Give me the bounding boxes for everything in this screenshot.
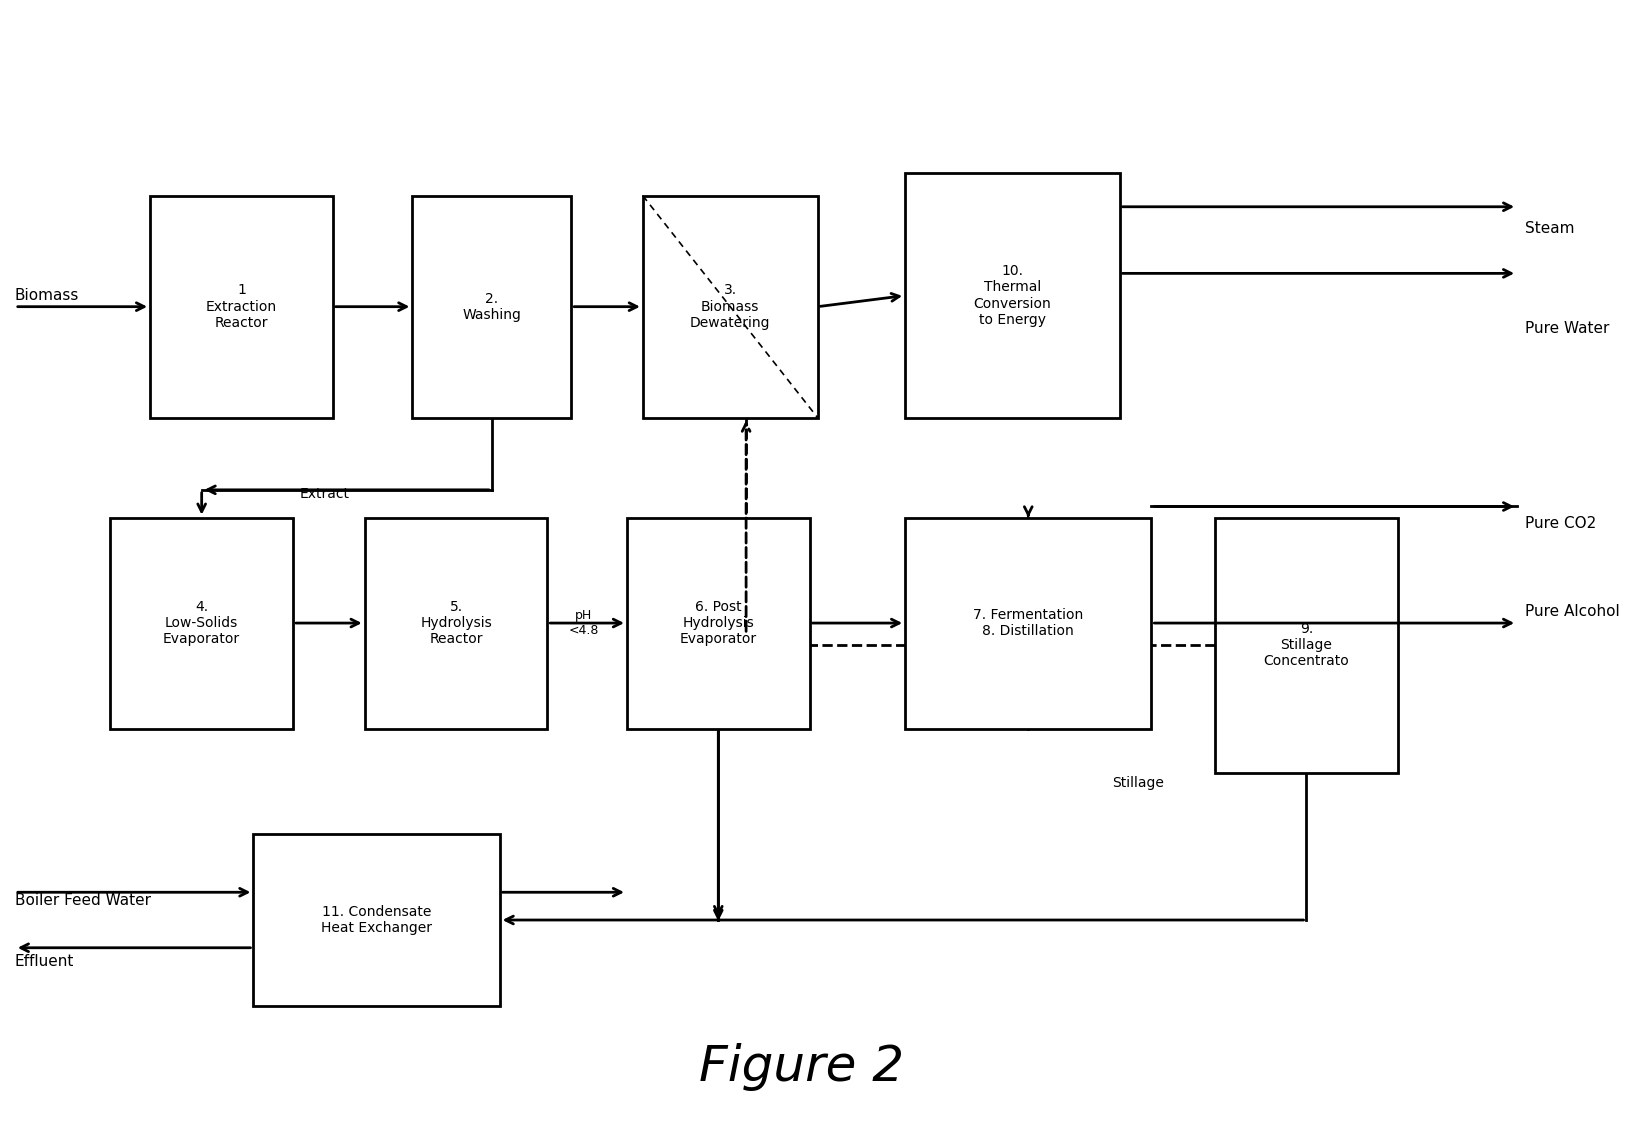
Text: Stillage: Stillage xyxy=(1111,776,1163,789)
Bar xyxy=(627,517,809,728)
Text: 9.
Stillage
Concentrato: 9. Stillage Concentrato xyxy=(1264,622,1349,669)
Text: Effluent: Effluent xyxy=(15,954,74,969)
Text: Pure CO2: Pure CO2 xyxy=(1524,516,1597,531)
Text: Boiler Feed Water: Boiler Feed Water xyxy=(15,894,151,908)
Bar xyxy=(149,196,333,418)
Text: 4.
Low-Solids
Evaporator: 4. Low-Solids Evaporator xyxy=(162,600,240,646)
Bar xyxy=(253,834,501,1006)
Bar xyxy=(364,517,548,728)
Text: Steam: Steam xyxy=(1524,221,1574,236)
Bar xyxy=(906,517,1152,728)
Bar xyxy=(643,196,817,418)
Bar xyxy=(906,173,1119,418)
Text: 2.
Washing: 2. Washing xyxy=(463,291,522,321)
Bar xyxy=(1214,517,1398,773)
Text: Pure Water: Pure Water xyxy=(1524,321,1610,336)
Text: Figure 2: Figure 2 xyxy=(699,1043,904,1091)
Text: 1
Extraction
Reactor: 1 Extraction Reactor xyxy=(205,283,277,329)
Text: 7. Fermentation
8. Distillation: 7. Fermentation 8. Distillation xyxy=(973,608,1083,638)
Text: Biomass: Biomass xyxy=(15,288,79,303)
Text: Extract: Extract xyxy=(300,487,350,501)
Text: 11. Condensate
Heat Exchanger: 11. Condensate Heat Exchanger xyxy=(322,905,432,935)
Text: 5.
Hydrolysis
Reactor: 5. Hydrolysis Reactor xyxy=(420,600,492,646)
Bar xyxy=(110,517,294,728)
Text: 6. Post
Hydrolysis
Evaporator: 6. Post Hydrolysis Evaporator xyxy=(679,600,757,646)
Text: pH
<4.8: pH <4.8 xyxy=(569,609,599,637)
Text: 3.
Biomass
Dewatering: 3. Biomass Dewatering xyxy=(689,283,771,329)
Bar xyxy=(412,196,571,418)
Text: 10.
Thermal
Conversion
to Energy: 10. Thermal Conversion to Energy xyxy=(973,264,1052,327)
Text: Pure Alcohol: Pure Alcohol xyxy=(1524,605,1620,619)
